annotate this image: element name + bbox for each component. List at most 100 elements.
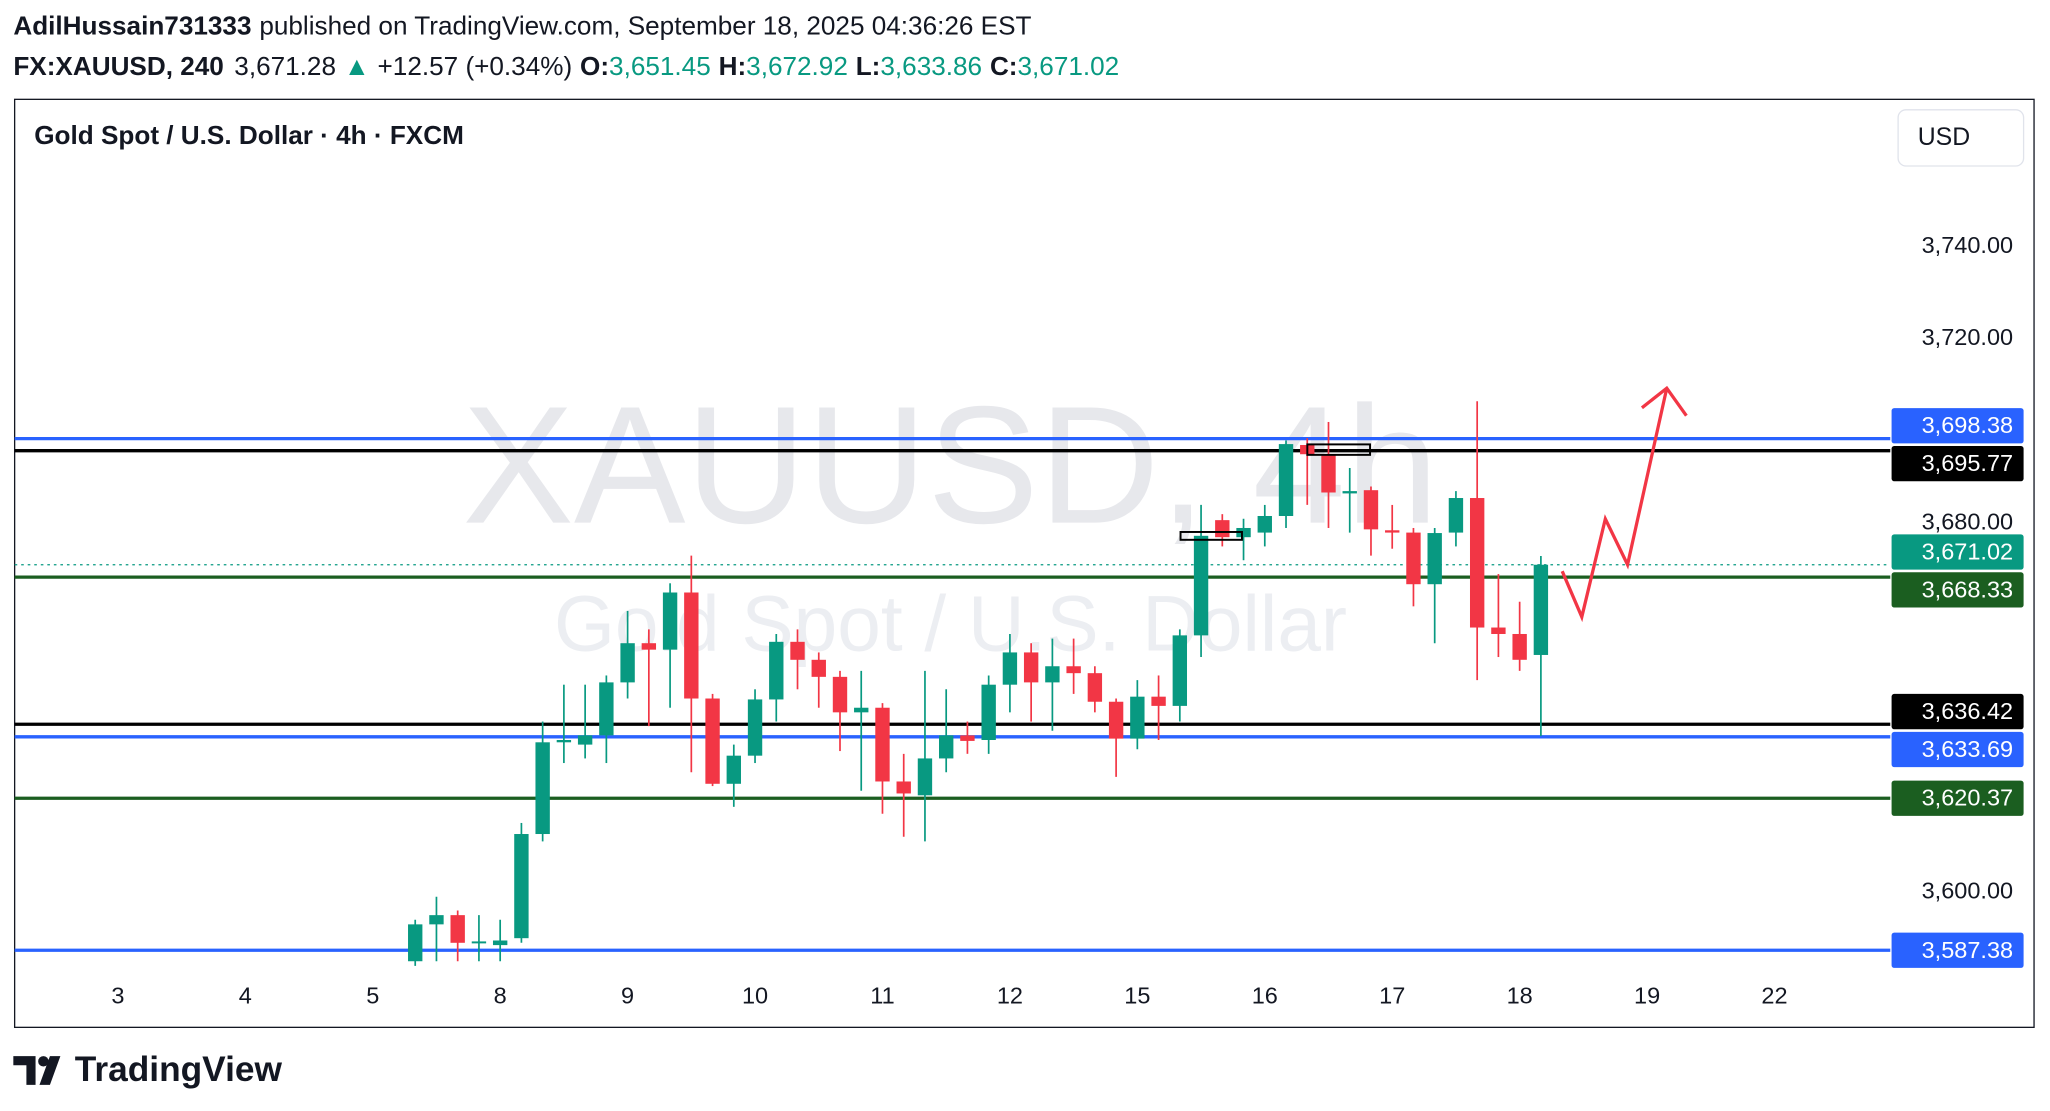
header-line-2: FX:XAUUSD, 240 3,671.28 ▲ +12.57 (+0.34%) O:… <box>13 51 1119 81</box>
price-labels: 3,698.38 3,695.77 3,671.02 3,668.33 3,636.42… <box>1891 408 2024 968</box>
candle-body <box>1023 652 1039 683</box>
x-tick-label: 19 <box>1634 983 1660 1009</box>
published: published on TradingView.com, September … <box>259 10 1031 40</box>
candle-body <box>1427 533 1442 585</box>
logo-dot <box>38 1056 49 1067</box>
box <box>1306 443 1372 456</box>
price-label: 3,620.37 <box>1922 785 2014 811</box>
price-label: 3,695.77 <box>1922 450 2014 476</box>
price-label-bg <box>1891 731 2024 768</box>
price-label: 3,668.33 <box>1922 576 2014 602</box>
x-tick-label: 12 <box>997 983 1023 1009</box>
candle-body <box>917 758 933 796</box>
candle-body <box>1087 673 1103 702</box>
price-label: 3,671.02 <box>1922 539 2014 565</box>
candle-body <box>705 698 720 784</box>
candle-body <box>577 735 593 745</box>
candle-body <box>684 592 699 699</box>
candle-body <box>960 735 975 741</box>
candle-body <box>1512 633 1527 660</box>
x-tick-label: 16 <box>1252 983 1278 1009</box>
candle-body <box>875 707 890 782</box>
price-label-bg <box>1891 408 2024 444</box>
candle-body <box>599 682 614 736</box>
currency-button[interactable] <box>1897 109 2025 167</box>
change: +12.57 (+0.34%) <box>378 51 573 81</box>
price-label-bg <box>1891 693 2024 730</box>
watermark: XAUUSD, 4h <box>462 373 1438 559</box>
logo-mark <box>13 1056 61 1085</box>
candle-body <box>535 742 550 835</box>
candle-body <box>1172 635 1188 706</box>
candle-body <box>726 755 741 784</box>
candle-body <box>514 834 529 939</box>
candle-body <box>429 915 444 925</box>
high-key: H: <box>719 51 747 81</box>
candle-body <box>811 659 826 677</box>
candle-body <box>981 684 996 740</box>
x-tick-label: 3 <box>111 983 124 1009</box>
candle-body <box>1491 627 1506 634</box>
close-key: C: <box>990 51 1018 81</box>
candle-body <box>1321 454 1336 493</box>
price-label: 3,633.69 <box>1922 736 2014 762</box>
candle-body <box>1469 498 1485 628</box>
candle-body <box>747 699 763 756</box>
low-value: 3,633.86 <box>880 51 982 81</box>
arrow-head <box>1640 385 1688 417</box>
candle-body <box>556 739 572 743</box>
price-label: 3,698.38 <box>1922 412 2014 438</box>
candle-body <box>1108 701 1124 739</box>
candle-body <box>939 735 954 759</box>
x-tick-label: 10 <box>742 983 768 1009</box>
x-tick-label: 9 <box>621 983 634 1009</box>
candle-body <box>1385 530 1400 533</box>
price-label: 3,587.38 <box>1922 937 2014 963</box>
forecast-arrow <box>1560 387 1669 623</box>
price-label: 3,636.42 <box>1922 698 2014 724</box>
candle-body <box>471 941 487 944</box>
high-value: 3,672.92 <box>746 51 848 81</box>
candle-body <box>1363 490 1379 530</box>
candle-body <box>1406 532 1421 585</box>
header-line-1: AdilHussain731333 published on TradingVie… <box>13 10 1031 40</box>
currency[interactable]: USD <box>1918 124 1970 151</box>
brand: TradingView <box>75 1050 283 1089</box>
candle-body <box>1002 652 1018 685</box>
box <box>1179 530 1243 541</box>
chart-frame <box>13 98 2035 1029</box>
candle-body <box>450 915 465 943</box>
candle-body <box>1193 535 1209 636</box>
candle-body <box>832 676 848 713</box>
y-tick-label: 3,600.00 <box>1922 877 2014 903</box>
x-tick-label: 17 <box>1379 983 1405 1009</box>
close-value: 3,671.02 <box>1018 51 1120 81</box>
price-label-bg <box>1891 780 2024 816</box>
candle-body <box>854 707 869 713</box>
x-tick-label: 8 <box>494 983 507 1009</box>
x-tick-label: 18 <box>1507 983 1533 1009</box>
candle-body <box>662 592 678 650</box>
y-tick-label: 3,720.00 <box>1922 324 2014 350</box>
y-tick-label: 3,680.00 <box>1922 509 2014 535</box>
x-tick-label: 5 <box>366 983 379 1009</box>
x-tick-label: 11 <box>870 983 894 1009</box>
x-tick-label: 15 <box>1124 983 1150 1009</box>
last-price: 3,671.28 <box>234 51 336 81</box>
candle-body <box>1257 515 1272 533</box>
symbol: FX:XAUUSD, 240 <box>13 51 224 81</box>
candle-body <box>769 641 784 700</box>
price-label-bg <box>1891 445 2024 482</box>
candle-body <box>492 940 508 946</box>
candle-body <box>1448 498 1464 533</box>
candle-body <box>641 643 657 650</box>
candle-body <box>620 643 635 683</box>
change-arrow: ▲ <box>344 51 370 81</box>
open-key: O: <box>580 51 609 81</box>
price-label-bg <box>1891 572 2024 608</box>
chart-title: Gold Spot / U.S. Dollar · 4h · FXCM <box>34 120 464 150</box>
candle-body <box>790 641 805 660</box>
y-tick-label: 3,740.00 <box>1922 232 2014 258</box>
